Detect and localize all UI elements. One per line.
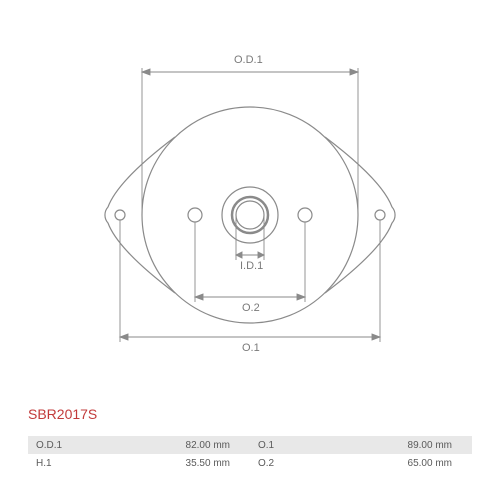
- spec-label: O.2: [250, 458, 300, 469]
- drawing-svg: [80, 60, 420, 370]
- boss-mid: [232, 197, 268, 233]
- right-bolt-hole: [298, 208, 312, 222]
- label-od1: O.D.1: [234, 54, 263, 66]
- spec-label: H.1: [28, 458, 78, 469]
- part-number: SBR2017S: [28, 406, 97, 422]
- spec-label: O.1: [250, 440, 300, 451]
- table-row: H.1 35.50 mm O.2 65.00 mm: [28, 454, 472, 472]
- spec-value: 82.00 mm: [78, 440, 250, 451]
- spec-table: O.D.1 82.00 mm O.1 89.00 mm H.1 35.50 mm…: [28, 436, 472, 472]
- label-o1: O.1: [242, 342, 260, 354]
- spec-label: O.D.1: [28, 440, 78, 451]
- technical-drawing: O.D.1 I.D.1 O.2 O.1: [80, 60, 420, 350]
- table-row: O.D.1 82.00 mm O.1 89.00 mm: [28, 436, 472, 454]
- left-bolt-hole: [188, 208, 202, 222]
- right-ear-hole: [375, 210, 385, 220]
- spec-value: 35.50 mm: [78, 458, 250, 469]
- boss-inner: [236, 201, 264, 229]
- label-id1: I.D.1: [240, 260, 263, 272]
- boss-outer: [222, 187, 278, 243]
- label-o2: O.2: [242, 302, 260, 314]
- spec-value: 89.00 mm: [300, 440, 472, 451]
- spec-value: 65.00 mm: [300, 458, 472, 469]
- left-ear-hole: [115, 210, 125, 220]
- main-circle: [142, 107, 358, 323]
